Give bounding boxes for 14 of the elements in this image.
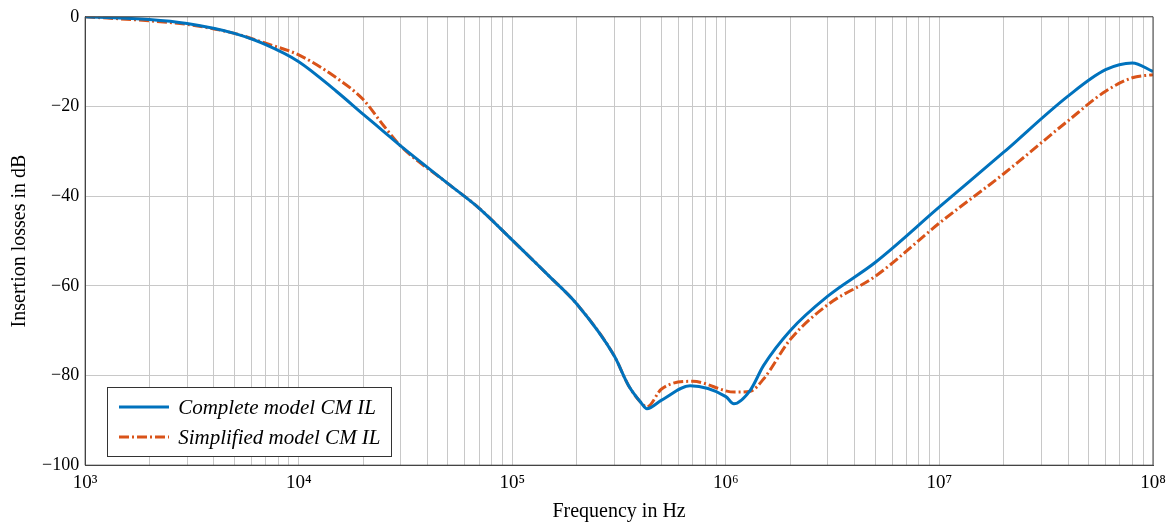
y-tick-label: −80	[51, 364, 80, 385]
x-tick-label: 10⁷	[926, 470, 953, 492]
y-tick-label: 0	[70, 5, 80, 26]
legend-label: Simplified model CM IL	[178, 424, 381, 452]
y-tick-label: −40	[51, 184, 80, 205]
y-tick-label: −60	[51, 274, 80, 295]
y-axis-title: Insertion losses in dB	[7, 154, 30, 328]
x-tick-label: 10⁶	[713, 470, 739, 492]
y-tick-label: −20	[51, 95, 80, 116]
x-axis-title: Frequency in Hz	[552, 499, 686, 523]
x-tick-label: 10⁸	[1140, 470, 1166, 492]
x-tick-label: 10⁴	[285, 470, 312, 492]
legend-label: Complete model CM IL	[178, 394, 376, 422]
x-tick-label: 10⁵	[499, 470, 526, 492]
